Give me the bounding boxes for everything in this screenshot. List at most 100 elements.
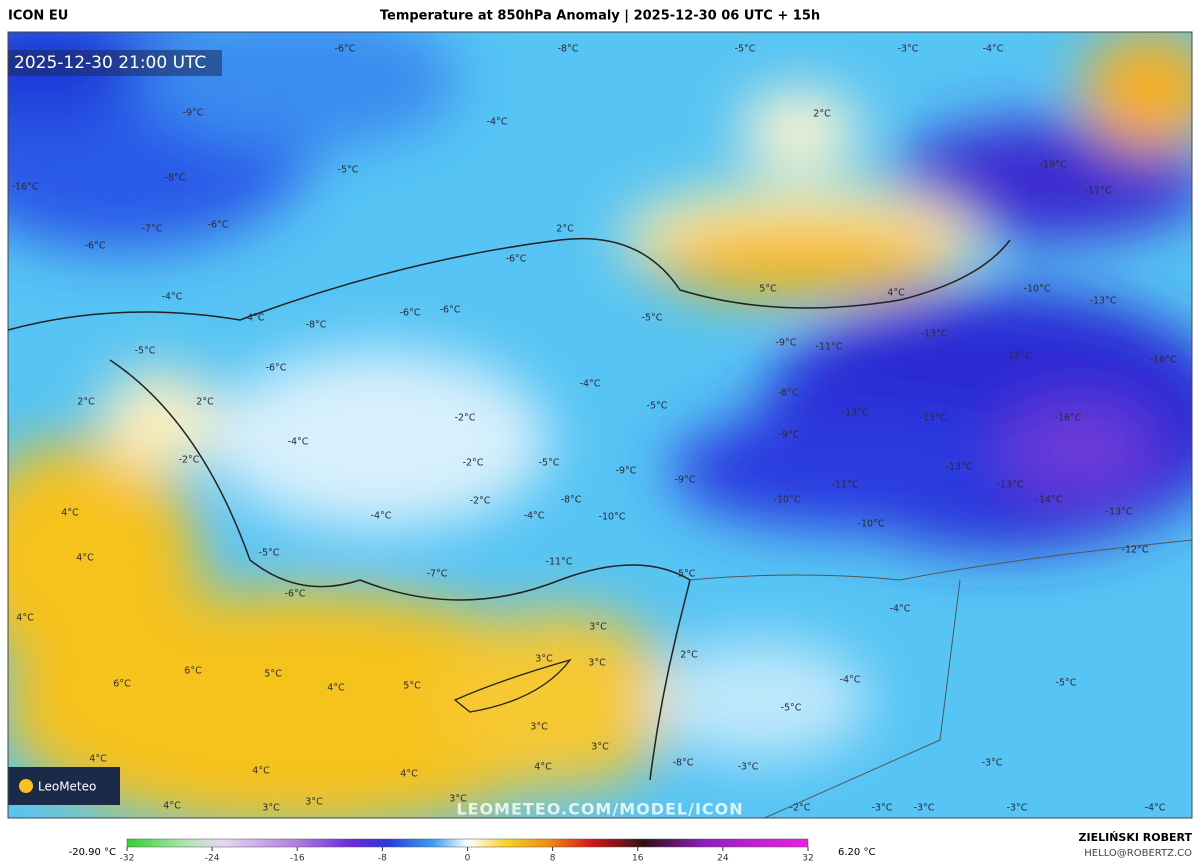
- temperature-label: -4°C: [1145, 803, 1166, 814]
- temperature-label: 3°C: [535, 654, 553, 665]
- temperature-label: -12°C: [1122, 545, 1149, 556]
- temperature-label: -2°C: [455, 413, 476, 424]
- temperature-label: -6°C: [400, 308, 421, 319]
- temperature-label: -13°C: [1090, 296, 1117, 307]
- map-area: -6°C -8°C -5°C -3°C -4°C -9°C -4°C -5°C -8°C -16°…: [8, 32, 1192, 819]
- temperature-label: 5°C: [264, 669, 282, 680]
- temperature-label: -4°C: [487, 117, 508, 128]
- temperature-label: 4°C: [327, 683, 345, 694]
- temperature-label: 4°C: [163, 801, 181, 812]
- temperature-label: -10°C: [599, 512, 626, 523]
- temperature-label: -10°C: [774, 495, 801, 506]
- colorbar-tick-label: -8: [378, 854, 387, 863]
- temperature-label: -8°C: [165, 173, 186, 184]
- temperature-label: -8°C: [673, 758, 694, 769]
- colorbar-max: 6.20 °C: [838, 847, 875, 858]
- temperature-label: 4°C: [76, 553, 94, 564]
- temperature-label: -5°C: [1056, 678, 1077, 689]
- colorbar: -20.90 °C 6.20 °C -32 -24 -16 -8 0 8 16 24 32: [69, 838, 875, 863]
- temperature-label: 2°C: [813, 109, 831, 120]
- model-name: ICON EU: [8, 9, 68, 24]
- temperature-label: 6°C: [113, 679, 131, 690]
- temperature-label: -11°C: [546, 557, 573, 568]
- temperature-label: 5°C: [403, 681, 421, 692]
- temperature-label: -11°C: [816, 342, 843, 353]
- temperature-label: -4°C: [524, 511, 545, 522]
- temperature-label: -8°C: [558, 44, 579, 55]
- temperature-label: -13°C: [946, 462, 973, 473]
- temperature-label: -11°C: [832, 480, 859, 491]
- author-email: HELLO@ROBERTZ.CO: [1084, 848, 1192, 859]
- temperature-label: -6°C: [440, 305, 461, 316]
- temperature-label: -13°C: [920, 413, 947, 424]
- temperature-label: -8°C: [778, 388, 799, 399]
- temperature-label: -9°C: [779, 430, 800, 441]
- temperature-label: -5°C: [642, 313, 663, 324]
- valid-time: 2025-12-30 21:00 UTC: [14, 53, 206, 73]
- temperature-label: -8°C: [561, 495, 582, 506]
- temperature-label: 3°C: [588, 658, 606, 669]
- temperature-label: 2°C: [196, 397, 214, 408]
- temperature-label: 6°C: [184, 666, 202, 677]
- temperature-label: -13°C: [842, 408, 869, 419]
- temperature-label: -5°C: [338, 165, 359, 176]
- temperature-label: -5°C: [135, 346, 156, 357]
- temperature-label: -5°C: [781, 703, 802, 714]
- temperature-label: 4°C: [16, 613, 34, 624]
- temperature-label: -9°C: [675, 475, 696, 486]
- colorbar-tick-label: -16: [290, 854, 305, 863]
- temperature-label: -12°C: [1005, 351, 1032, 362]
- temperature-label: -17°C: [1085, 186, 1112, 197]
- logo: LeoMeteo: [38, 780, 96, 794]
- temperature-label: 4°C: [400, 769, 418, 780]
- colorbar-min: -20.90 °C: [69, 847, 116, 858]
- temperature-label: 3°C: [262, 803, 280, 814]
- temperature-labels: -6°C -8°C -5°C -3°C -4°C -9°C -4°C -5°C -8°C -16°…: [12, 44, 1177, 814]
- temperature-label: -16°C: [1055, 413, 1082, 424]
- temperature-label: -16°C: [1150, 355, 1177, 366]
- temperature-label: -5°C: [675, 569, 696, 580]
- temperature-label: -7°C: [142, 224, 163, 235]
- colorbar-tick-label: 16: [632, 854, 644, 863]
- temperature-label: -4°C: [371, 511, 392, 522]
- temperature-label: 5°C: [759, 284, 777, 295]
- temperature-label: 2°C: [556, 224, 574, 235]
- temperature-label: -6°C: [506, 254, 527, 265]
- colorbar-tick-label: 24: [717, 854, 729, 863]
- colorbar-tick-label: 0: [465, 854, 471, 863]
- temperature-label: -3°C: [872, 803, 893, 814]
- temperature-label: -2°C: [179, 455, 200, 466]
- temperature-label: 4°C: [89, 754, 107, 765]
- colorbar-tick-label: 8: [550, 854, 556, 863]
- temperature-label: -4°C: [840, 675, 861, 686]
- temperature-label: -9°C: [616, 466, 637, 477]
- watermark: LEOMETEO.COM/MODEL/ICON: [456, 800, 743, 819]
- temperature-label: -2°C: [790, 803, 811, 814]
- temperature-label: -16°C: [12, 182, 39, 193]
- temperature-label: -4°C: [890, 604, 911, 615]
- temperature-label: 3°C: [305, 797, 323, 808]
- temperature-label: -6°C: [335, 44, 356, 55]
- colorbar-tick-label: -24: [205, 854, 220, 863]
- temperature-label: -4°C: [244, 313, 265, 324]
- temperature-label: -9°C: [183, 108, 204, 119]
- colorbar-tick-label: -32: [120, 854, 135, 863]
- temperature-label: -13°C: [921, 329, 948, 340]
- temperature-label: -3°C: [1007, 803, 1028, 814]
- temperature-label: -3°C: [914, 803, 935, 814]
- temperature-label: -7°C: [427, 569, 448, 580]
- temperature-label: -14°C: [1036, 495, 1063, 506]
- temperature-label: -9°C: [776, 338, 797, 349]
- temperature-label: -2°C: [470, 496, 491, 507]
- temperature-label: 3°C: [449, 794, 467, 805]
- temperature-label: -4°C: [580, 379, 601, 390]
- temperature-label: 3°C: [589, 622, 607, 633]
- map-title: Temperature at 850hPa Anomaly | 2025-12-…: [380, 9, 820, 24]
- temperature-label: 3°C: [530, 722, 548, 733]
- temperature-label: -6°C: [85, 241, 106, 252]
- temperature-label: -6°C: [285, 589, 306, 600]
- author-name: ZIELIŃSKI ROBERT: [1079, 831, 1193, 844]
- colorbar-tick-label: 32: [802, 854, 813, 863]
